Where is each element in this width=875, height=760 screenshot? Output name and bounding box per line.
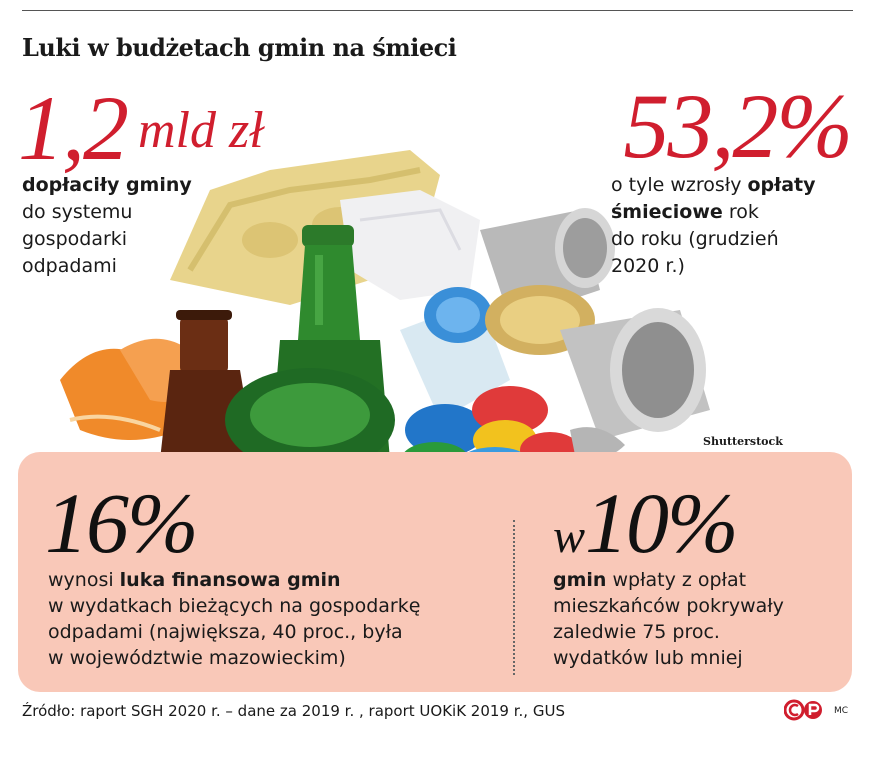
stat-cov-desc-line: wydatków lub mniej [553,647,743,669]
publisher-logo-icon [784,699,822,721]
stat-fee-desc-line: do roku (grudzień [611,228,779,250]
photo-credit: Shutterstock [703,435,783,448]
stat-fee-increase-description: o tyle wzrosły opłaty śmieciowe rok do r… [611,172,851,280]
stat-funding-gap-description: wynosi luka finansowa gmin w wydatkach b… [48,567,508,671]
stat-amount-desc-bold: dopłaciły gminy [22,174,192,196]
stat-funding-gap-value: 16% [45,475,199,571]
page-title: Luki w budżetach gmin na śmieci [22,33,457,62]
stat-cov-desc-bold: gmin [553,569,607,591]
stat-gap-desc-line: w województwie mazowieckim) [48,647,346,669]
stat-amount-desc-line: gospodarki [22,228,128,250]
author-initials: MC [834,706,849,716]
stat-gap-desc-line: odpadami (największa, 40 proc., była [48,621,403,643]
stat-coverage-value: w10% [553,480,739,566]
bottom-panel [18,452,852,692]
stat-gap-desc-bold: luka finansowa gmin [119,569,341,591]
source-note: Źródło: raport SGH 2020 r. – dane za 201… [22,702,565,720]
stat-amount-unit: mld zł [138,102,264,159]
stat-amount-value: 1,2 [18,77,129,179]
stat-fee-desc-post: rok [722,201,759,223]
stat-coverage-number: 10% [585,475,739,571]
panel-divider [513,520,515,675]
stat-cov-desc-line: zaledwie 75 proc. [553,621,720,643]
stat-amount-desc-line: do systemu [22,201,133,223]
top-rule [22,10,853,11]
stat-gap-desc-pre: wynosi [48,569,120,591]
stat-fee-increase-value: 53,2% [623,75,853,177]
stat-fee-desc-bold: opłaty [747,174,816,196]
stat-fee-desc-bold: śmieciowe [611,201,723,223]
stat-coverage-prefix: w [553,510,586,563]
stat-amount-desc-line: odpadami [22,255,117,277]
stat-gap-desc-line: w wydatkach bieżących na gospodarkę [48,595,421,617]
stat-fee-desc-pre: o tyle wzrosły [611,174,748,196]
stat-coverage-description: gmin wpłaty z opłat mieszkańców pokrywał… [553,567,843,671]
stat-cov-desc-line: mieszkańców pokrywały [553,595,784,617]
stat-cov-desc-post: wpłaty z opłat [606,569,747,591]
stat-fee-desc-line: 2020 r.) [611,255,685,277]
stat-amount-description: dopłaciły gminy do systemu gospodarki od… [22,172,222,280]
